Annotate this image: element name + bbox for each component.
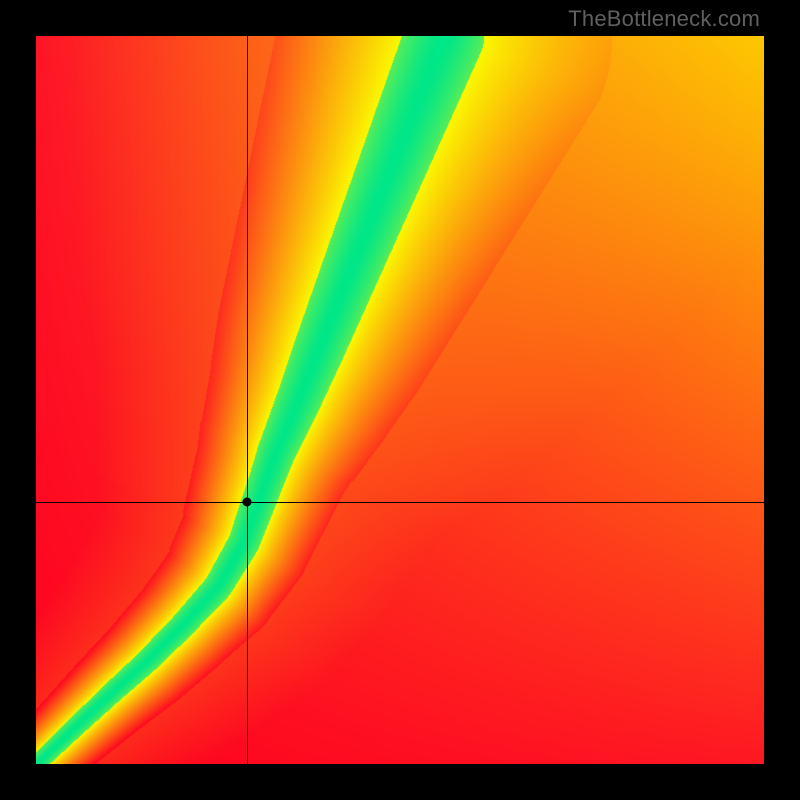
- crosshair-horizontal: [36, 502, 764, 503]
- crosshair-vertical: [247, 36, 248, 764]
- selected-point-marker: [243, 497, 252, 506]
- watermark-text: TheBottleneck.com: [568, 6, 760, 32]
- bottleneck-heatmap-plot: [36, 36, 764, 764]
- heatmap-canvas: [36, 36, 764, 764]
